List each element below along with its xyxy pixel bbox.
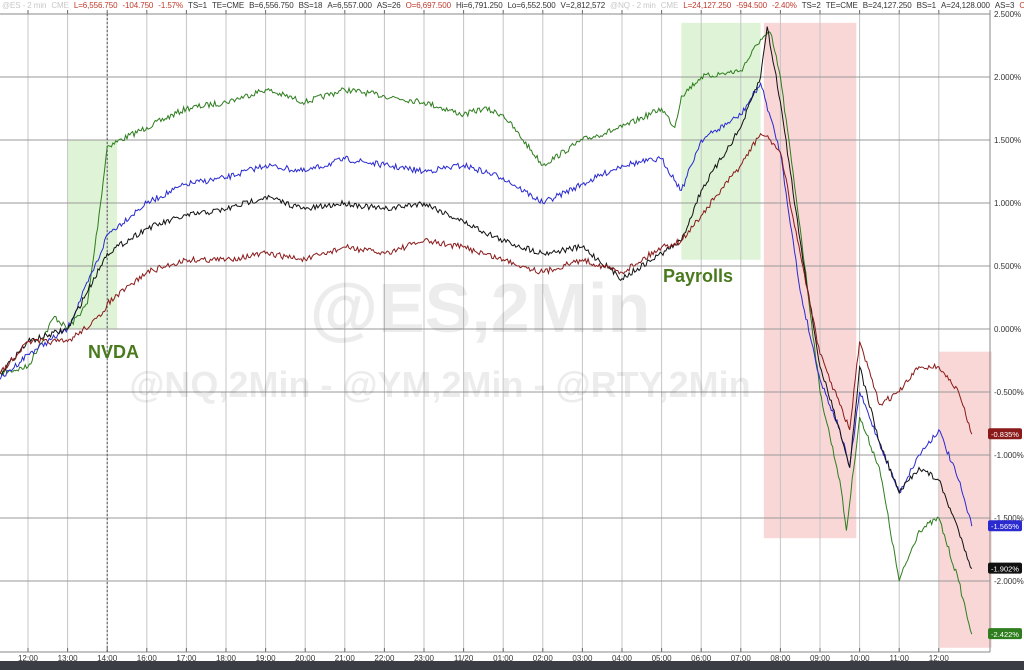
header-field: O=6,697.500 xyxy=(405,1,451,10)
y-tick-label: 1.500% xyxy=(994,136,1021,145)
highlight-region xyxy=(681,22,761,260)
header-field: -1.57% xyxy=(158,1,184,10)
last-value-badge: -0.835% xyxy=(988,428,1022,440)
header-field: O=24,966.... xyxy=(1019,1,1024,10)
x-tick-label: 22:00 xyxy=(374,654,395,661)
badge-background xyxy=(988,520,1022,532)
header-field: L=24,127.250 xyxy=(683,1,732,10)
header-field: Hi=6,791.250 xyxy=(455,1,503,10)
x-tick-label: 11/20 xyxy=(454,654,474,661)
badge-background xyxy=(988,562,1022,574)
header-field: CME xyxy=(660,1,679,10)
x-tick-label: 16:00 xyxy=(137,654,158,661)
x-tick-label: 07:00 xyxy=(731,654,752,661)
header-field: TE=CME xyxy=(825,1,858,10)
x-tick-label: 18:00 xyxy=(216,654,237,661)
badge-background xyxy=(988,628,1022,640)
header-field: -594.500 xyxy=(736,1,767,10)
x-tick-label: 21:00 xyxy=(335,654,356,661)
header-field: B=24,127.250 xyxy=(862,1,912,10)
x-tick-label: 01:00 xyxy=(493,654,514,661)
highlight-region xyxy=(763,22,857,539)
x-tick-label: 10:00 xyxy=(850,654,871,661)
header-field: -104.750 xyxy=(122,1,154,10)
highlight-region xyxy=(938,351,992,648)
last-value-badge: -1.565% xyxy=(988,520,1022,532)
y-tick-label: 2.500% xyxy=(994,10,1021,19)
x-tick-label: 08:00 xyxy=(770,654,791,661)
footer-bar xyxy=(0,661,1024,670)
annotation-label: NVDA xyxy=(88,342,139,362)
header-field: Lo=6,552.500 xyxy=(507,1,556,10)
y-tick-label: -0.500% xyxy=(994,388,1024,397)
x-tick-label: 14:00 xyxy=(97,654,118,661)
badge-text: -0.835% xyxy=(991,430,1019,439)
x-tick-label: 11:00 xyxy=(889,654,909,661)
y-tick-label: -1.500% xyxy=(994,514,1024,523)
watermark-main: @ES,2Min xyxy=(310,269,651,347)
header-field: BS=1 xyxy=(916,1,937,10)
badge-background xyxy=(988,428,1022,440)
badge-text: -1.565% xyxy=(991,522,1019,531)
y-tick-label: 2.000% xyxy=(994,73,1021,82)
badge-text: -1.902% xyxy=(991,565,1019,574)
header-field: A=24,128.000 xyxy=(941,1,990,10)
header-field: V=2,812,572 xyxy=(560,1,606,10)
header-field: AS=3 xyxy=(994,1,1015,10)
header-field: L=6,556.750 xyxy=(73,1,118,10)
y-tick-label: -2.000% xyxy=(994,577,1024,586)
header-field: @NQ - 2 min xyxy=(610,1,656,10)
header-field: TS=1 xyxy=(188,1,207,10)
last-value-badge: -1.902% xyxy=(988,562,1022,574)
header-field: @ES - 2 min xyxy=(2,1,47,10)
x-tick-label: 17:00 xyxy=(176,654,197,661)
x-tick-label: 03:00 xyxy=(572,654,593,661)
series-line xyxy=(0,31,973,635)
y-tick-label: 0.500% xyxy=(994,262,1021,271)
x-tick-label: 02:00 xyxy=(533,654,554,661)
series-line xyxy=(0,81,973,527)
x-tick-label: 12:00 xyxy=(929,654,950,661)
y-tick-label: -1.000% xyxy=(994,451,1024,460)
x-tick-label: 12:00 xyxy=(18,654,39,661)
x-tick-label: 05:00 xyxy=(652,654,673,661)
header-field: CME xyxy=(51,1,69,10)
last-value-badge: -2.422% xyxy=(988,628,1022,640)
header-field: -2.40% xyxy=(772,1,797,10)
header-field: B=6,556.750 xyxy=(249,1,294,10)
x-tick-label: 06:00 xyxy=(691,654,712,661)
y-tick-label: 1.000% xyxy=(994,199,1021,208)
header-field: A=6,557.000 xyxy=(327,1,372,10)
watermark-sub: @NQ,2Min - @YM,2Min - @RTY,2Min xyxy=(129,364,750,405)
header-field: TE=CME xyxy=(211,1,245,10)
y-tick-label: 0.000% xyxy=(994,325,1021,334)
x-tick-label: 04:00 xyxy=(612,654,633,661)
series-line xyxy=(0,132,973,435)
x-tick-label: 23:00 xyxy=(414,654,435,661)
x-tick-label: 13:00 xyxy=(58,654,79,661)
header-field: TS=2 xyxy=(801,1,821,10)
quote-header: @ES - 2 min CME L=6,556.750 -104.750 -1.57% T… xyxy=(2,1,1024,10)
badge-text: -2.422% xyxy=(991,630,1019,639)
header-field: AS=26 xyxy=(376,1,401,10)
x-tick-label: 09:00 xyxy=(810,654,831,661)
x-tick-label: 19:00 xyxy=(256,654,277,661)
annotation-label: Payrolls xyxy=(663,266,733,286)
highlight-region xyxy=(67,140,118,329)
header-field: BS=18 xyxy=(298,1,323,10)
x-tick-label: 20:00 xyxy=(295,654,316,661)
